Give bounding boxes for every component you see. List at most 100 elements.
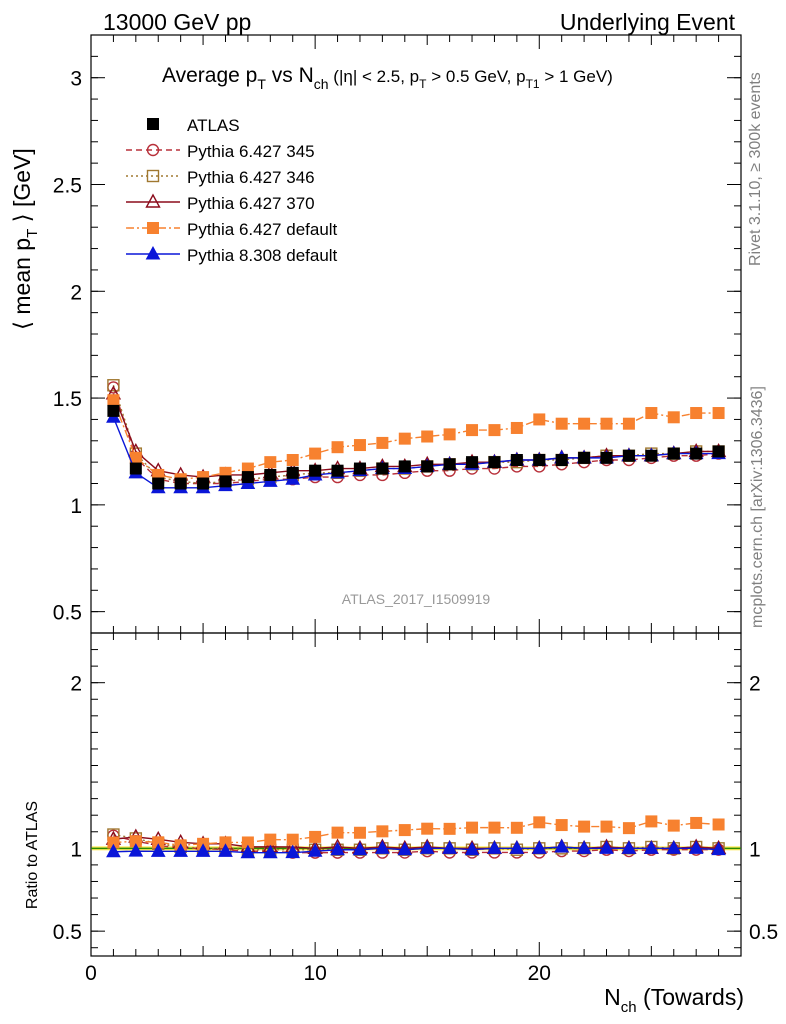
ratio-y-axis-title: Ratio to ATLAS bbox=[24, 801, 41, 909]
series-4-ratio-point bbox=[331, 826, 344, 839]
series-0-point bbox=[421, 460, 434, 473]
series-5-ratio-point bbox=[307, 843, 323, 857]
plot-title-sub4: T1 bbox=[526, 77, 540, 91]
series-4-point bbox=[578, 417, 591, 430]
series-5-ratio-point bbox=[599, 840, 614, 854]
legend-item-5: Pythia 8.308 default bbox=[126, 245, 338, 265]
series-0-point bbox=[376, 462, 389, 475]
series-5-ratio-point bbox=[352, 841, 368, 856]
series-5-line bbox=[112, 417, 719, 489]
ratio-y-tick-label-right: 2 bbox=[749, 673, 761, 696]
y-axis-title: ⟨ mean pT ⟩ [GeV] bbox=[9, 148, 41, 330]
series-0-point bbox=[578, 451, 591, 464]
series-5-ratio-point bbox=[464, 841, 480, 856]
legend-item-1-label: Pythia 6.427 345 bbox=[187, 142, 315, 161]
legend-item-3-label: Pythia 6.427 370 bbox=[187, 194, 315, 213]
x-tick-label: 0 bbox=[85, 962, 97, 985]
series-4-point bbox=[555, 417, 568, 430]
x-tick-label: 10 bbox=[303, 962, 326, 985]
series-0-point bbox=[129, 462, 142, 475]
series-0-point bbox=[667, 447, 680, 460]
series-4-ratio-point bbox=[376, 825, 389, 838]
series-4-ratio-line bbox=[113, 820, 719, 847]
legend-item-3-marker bbox=[145, 193, 161, 208]
series-4-point bbox=[645, 407, 658, 420]
plot-title-sub3: T bbox=[419, 77, 427, 91]
series-0-point bbox=[331, 464, 344, 477]
series-4-point bbox=[712, 407, 725, 420]
series-5-ratio-point bbox=[554, 838, 570, 853]
series-4-point bbox=[690, 407, 703, 420]
series-4-point bbox=[331, 441, 344, 454]
series-4-ratio-point bbox=[421, 822, 434, 835]
plot-title: Average pT vs Nch (|η| < 2.5, pT > 0.5 G… bbox=[162, 64, 613, 92]
series-5-ratio-point bbox=[531, 840, 547, 854]
series-5-ratio-point bbox=[375, 840, 390, 854]
series-0-point bbox=[241, 471, 254, 484]
series-4-ratio-point bbox=[690, 816, 703, 829]
x-axis-title-sub: ch bbox=[621, 999, 637, 1016]
series-0-point bbox=[622, 449, 635, 462]
header-right: Underlying Event bbox=[560, 9, 736, 35]
series-2-point bbox=[107, 379, 120, 392]
series-4-point bbox=[353, 439, 366, 452]
y-axis-title-sub: T bbox=[24, 229, 41, 238]
series-0-point bbox=[353, 462, 366, 475]
series-4-point bbox=[667, 411, 680, 424]
y-axis-title-b: ⟩ [GeV] bbox=[9, 148, 35, 229]
series-5-ratio-point bbox=[285, 844, 301, 859]
series-5-ratio-point bbox=[711, 841, 726, 856]
y-tick-label: 2 bbox=[70, 281, 82, 304]
series-0-point bbox=[645, 449, 658, 462]
series-4-point bbox=[622, 417, 635, 430]
series-4-point bbox=[264, 456, 277, 469]
x-axis-title-a: N bbox=[604, 984, 621, 1010]
series-4-ratio-point bbox=[286, 833, 299, 846]
series-4-point bbox=[286, 454, 299, 467]
series-5-ratio-point bbox=[218, 843, 233, 857]
legend-item-0-marker bbox=[147, 118, 159, 130]
plot-title-sub2: ch bbox=[314, 76, 329, 92]
series-4-ratio-point bbox=[533, 816, 546, 829]
series-5-ratio-point bbox=[330, 841, 345, 856]
series-5-ratio-point bbox=[644, 840, 659, 854]
series-0-point bbox=[600, 451, 613, 464]
series-4-ratio-point bbox=[667, 819, 680, 832]
main-plot: 0.5 1 1.5 2 2.5 3 bbox=[53, 34, 742, 634]
series-4-ratio bbox=[107, 815, 725, 852]
watermark: ATLAS_2017_I1509919 bbox=[342, 591, 491, 607]
x-tick-label: 20 bbox=[528, 962, 551, 985]
series-4-point bbox=[398, 432, 411, 445]
series-4-ratio-point bbox=[309, 830, 322, 843]
legend-item-3: Pythia 6.427 370 bbox=[126, 193, 315, 213]
series-4-point bbox=[443, 428, 456, 441]
series-5-ratio-point bbox=[419, 840, 435, 854]
series-0-point bbox=[286, 466, 299, 479]
series-5-ratio-point bbox=[150, 843, 166, 857]
plot-title-a: Average p bbox=[162, 64, 257, 87]
series-0-point bbox=[197, 477, 210, 490]
ratio-frame bbox=[90, 632, 742, 957]
series-4-point bbox=[309, 447, 322, 460]
series-4-ratio-point bbox=[578, 820, 591, 833]
series-5-ratio-point bbox=[106, 843, 121, 858]
series-1-line bbox=[112, 387, 719, 485]
series-0-point bbox=[107, 404, 120, 417]
series-5-ratio-point bbox=[576, 840, 592, 854]
legend-item-2-label: Pythia 6.427 346 bbox=[187, 168, 315, 187]
series-4-ratio-point bbox=[353, 826, 366, 839]
series-0-point bbox=[443, 458, 456, 471]
x-axis-title: Nch (Towards) bbox=[604, 984, 744, 1016]
series-4-point bbox=[510, 421, 523, 434]
series-3-line bbox=[112, 393, 719, 478]
mcplots-label: mcplots.cern.ch [arXiv:1306.3436] bbox=[749, 386, 766, 628]
plot-title-sub1: T bbox=[257, 76, 266, 92]
series-0-point bbox=[510, 454, 523, 467]
y-tick-label: 3 bbox=[70, 68, 82, 91]
y-tick-label: 1 bbox=[70, 495, 82, 518]
series-4-ratio-point bbox=[510, 821, 523, 834]
y-axis-title-a: ⟨ mean p bbox=[9, 238, 35, 330]
series-4-point bbox=[376, 436, 389, 449]
series-5-ratio-point bbox=[240, 844, 256, 859]
series-5-ratio-line bbox=[113, 846, 719, 854]
